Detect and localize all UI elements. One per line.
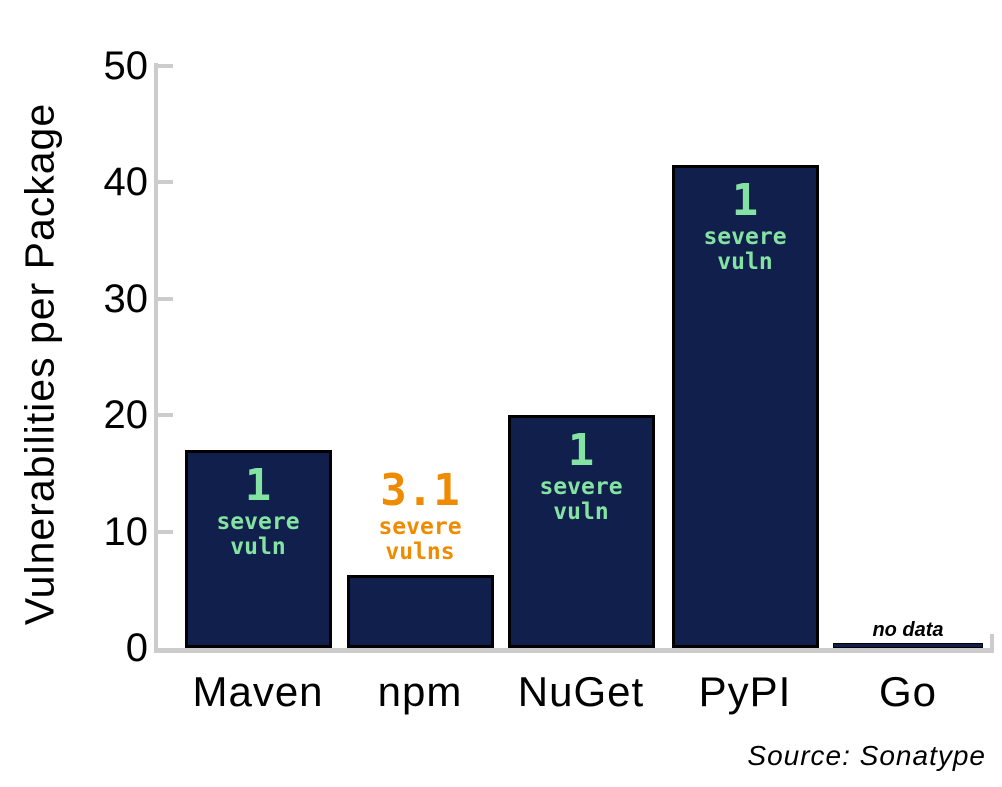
bar xyxy=(184,450,332,648)
y-tick-label: 30 xyxy=(103,276,149,321)
bar-value-word: vulns xyxy=(385,538,455,565)
x-axis-end-tick xyxy=(990,634,994,648)
bar-value-word: vuln xyxy=(553,499,609,526)
bar xyxy=(671,164,819,648)
y-tick-label: 20 xyxy=(103,393,149,438)
y-tick-mark xyxy=(158,413,173,418)
y-tick-label: 10 xyxy=(103,509,149,554)
bar-value-label: 1 severe vuln xyxy=(216,462,299,560)
bar-value-number: 1 xyxy=(731,174,759,226)
no-data-bar xyxy=(833,643,983,648)
category-label: PyPI xyxy=(698,668,792,715)
y-tick-mark xyxy=(158,64,173,68)
y-tick-label: 0 xyxy=(125,626,148,670)
bar-value-word: severe xyxy=(216,509,300,536)
category-label: Maven xyxy=(192,668,324,715)
bar-value-label: 1 severe vuln xyxy=(539,427,622,525)
category-label: NuGet xyxy=(517,668,645,715)
bar-value-word: vuln xyxy=(230,534,286,561)
bar-value-label: 1 severe vuln xyxy=(703,174,787,275)
category-label: npm xyxy=(377,668,463,715)
bar-value-word: vuln xyxy=(717,248,773,275)
bar xyxy=(507,415,655,648)
no-data-label: no data xyxy=(872,619,944,641)
y-tick-mark xyxy=(158,180,173,185)
source-credit: Source: Sonatype xyxy=(747,740,986,771)
category-label: Go xyxy=(878,668,938,715)
bar-value-label: 3.1 severe vulns xyxy=(378,464,462,565)
y-tick-label: 50 xyxy=(103,44,149,88)
bar xyxy=(346,574,494,648)
bar-value-word: severe xyxy=(539,474,623,501)
bar-value-word: severe xyxy=(703,223,787,250)
bar-value-word: severe xyxy=(378,513,462,540)
bar-value-number: 3.1 xyxy=(380,464,460,516)
y-axis-line xyxy=(154,63,158,653)
bar-value-number: 1 xyxy=(567,425,595,477)
y-tick-mark xyxy=(158,296,173,301)
x-axis-line xyxy=(154,648,994,653)
y-tick-label: 40 xyxy=(103,160,149,205)
y-tick-mark xyxy=(158,529,173,534)
bar-value-number: 1 xyxy=(244,460,272,512)
